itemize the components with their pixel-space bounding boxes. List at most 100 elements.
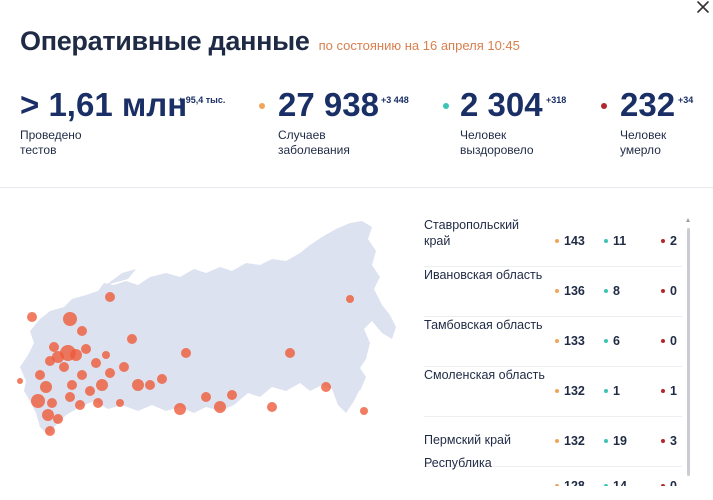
map-marker[interactable] <box>214 401 226 413</box>
map-marker[interactable] <box>157 374 167 384</box>
recovered-count: 6 <box>604 316 620 366</box>
region-name: Республика <box>424 456 492 470</box>
cases-count: 132 <box>555 366 585 416</box>
stat-cases-label: Случаев заболевания <box>278 128 350 157</box>
map-marker[interactable] <box>174 403 186 415</box>
recovered-dot-icon <box>604 239 608 243</box>
map-marker[interactable] <box>102 351 110 359</box>
scrollbar-thumb[interactable] <box>687 228 690 476</box>
map-marker[interactable] <box>45 426 55 436</box>
map-island-north <box>106 269 136 285</box>
map-marker[interactable] <box>47 398 57 408</box>
map-marker[interactable] <box>321 382 331 392</box>
scroll-up-icon[interactable] <box>686 218 690 222</box>
map-marker[interactable] <box>77 326 87 336</box>
recovered-dot-icon <box>604 289 608 293</box>
map-marker[interactable] <box>59 362 69 372</box>
cases-count-value: 128 <box>564 479 585 486</box>
map-marker[interactable] <box>93 398 103 408</box>
map-marker[interactable] <box>81 344 91 354</box>
map-marker[interactable] <box>17 378 23 384</box>
map-marker[interactable] <box>267 402 277 412</box>
cases-count: 132 <box>555 416 585 466</box>
map-marker[interactable] <box>53 414 63 424</box>
stats-panel: > 1,61 млн + 95,4 тыс. Проведено тестов … <box>0 86 713 176</box>
map-marker[interactable] <box>27 312 37 322</box>
table-row[interactable]: Тамбовская область 133 6 0 <box>424 316 682 367</box>
stat-tests-delta: + 95,4 тыс. <box>178 95 226 105</box>
map-marker[interactable] <box>119 362 129 372</box>
recovered-count: 14 <box>604 470 627 486</box>
recovered-count: 19 <box>604 416 627 466</box>
map-marker[interactable] <box>227 390 237 400</box>
regions-table[interactable]: Ставропольский край 143 11 2 Ивановская … <box>424 216 682 486</box>
map-marker[interactable] <box>127 334 137 344</box>
map-marker[interactable] <box>52 351 64 363</box>
table-row[interactable]: Ставропольский край 143 11 2 <box>424 216 682 267</box>
map-marker[interactable] <box>42 409 54 421</box>
map-marker[interactable] <box>65 392 75 402</box>
deaths-dot-icon <box>661 289 665 293</box>
region-name: Ставропольский край <box>424 218 520 248</box>
map-marker[interactable] <box>96 379 108 391</box>
map-marker[interactable] <box>75 400 85 410</box>
map-marker[interactable] <box>105 368 115 378</box>
stat-deaths-delta: +34 <box>678 95 694 105</box>
map-island-east <box>354 365 366 391</box>
stat-tests-label: Проведено тестов <box>20 128 82 157</box>
stat-deaths-value: 232 <box>620 86 676 123</box>
cases-count-value: 136 <box>564 284 585 298</box>
close-icon[interactable] <box>696 0 710 14</box>
map-marker[interactable] <box>70 349 82 361</box>
map-marker[interactable] <box>346 295 354 303</box>
map-marker[interactable] <box>49 342 59 352</box>
cases-count-value: 133 <box>564 334 585 348</box>
table-row[interactable]: Смоленская область 132 1 1 <box>424 366 682 417</box>
map-marker[interactable] <box>91 358 101 368</box>
cases-dot-icon <box>555 239 559 243</box>
map-marker[interactable] <box>201 392 211 402</box>
deaths-count-value: 2 <box>670 234 677 248</box>
deaths-count: 2 <box>661 216 677 266</box>
page-title: Оперативные данные <box>20 26 310 56</box>
map-marker[interactable] <box>285 348 295 358</box>
divider <box>0 187 713 188</box>
recovered-count: 11 <box>604 216 626 266</box>
stat-cases-delta: +3 448 <box>381 95 409 105</box>
map-marker[interactable] <box>360 407 368 415</box>
deaths-dot-icon <box>661 389 665 393</box>
cases-count: 143 <box>555 216 585 266</box>
deaths-count: 3 <box>661 416 677 466</box>
map-marker[interactable] <box>35 370 45 380</box>
map-markers <box>17 292 368 436</box>
stat-recovered-value: 2 304 <box>460 86 543 123</box>
region-name: Смоленская область <box>424 368 545 382</box>
regions-scrollbar[interactable] <box>686 218 691 486</box>
region-name: Ивановская область <box>424 268 543 282</box>
map-marker[interactable] <box>145 380 155 390</box>
map-land <box>20 221 396 435</box>
map-marker[interactable] <box>132 379 144 391</box>
map-marker[interactable] <box>77 370 87 380</box>
map-marker[interactable] <box>31 394 45 408</box>
recovered-count-value: 14 <box>613 479 627 486</box>
recovered-count: 8 <box>604 266 620 316</box>
table-row[interactable]: Ивановская область 136 8 0 <box>424 266 682 317</box>
map-marker[interactable] <box>67 380 77 390</box>
map-marker[interactable] <box>105 292 115 302</box>
map-marker[interactable] <box>40 381 52 393</box>
map-marker[interactable] <box>85 386 95 396</box>
map-marker[interactable] <box>45 356 55 366</box>
recovered-count-value: 8 <box>613 284 620 298</box>
table-row[interactable]: Пермский край 132 19 3 <box>424 416 682 467</box>
map-marker[interactable] <box>181 348 191 358</box>
stat-recovered-label: Человек выздоровело <box>460 128 534 157</box>
russia-map[interactable] <box>10 215 410 445</box>
recovered-count-value: 1 <box>613 384 620 398</box>
map-marker[interactable] <box>63 312 77 326</box>
stat-cases-value: 27 938 <box>278 86 379 123</box>
map-marker[interactable] <box>116 399 124 407</box>
table-row[interactable]: Республика 128 14 0 <box>424 454 682 486</box>
deaths-count: 0 <box>661 470 677 486</box>
cases-count-value: 143 <box>564 234 585 248</box>
